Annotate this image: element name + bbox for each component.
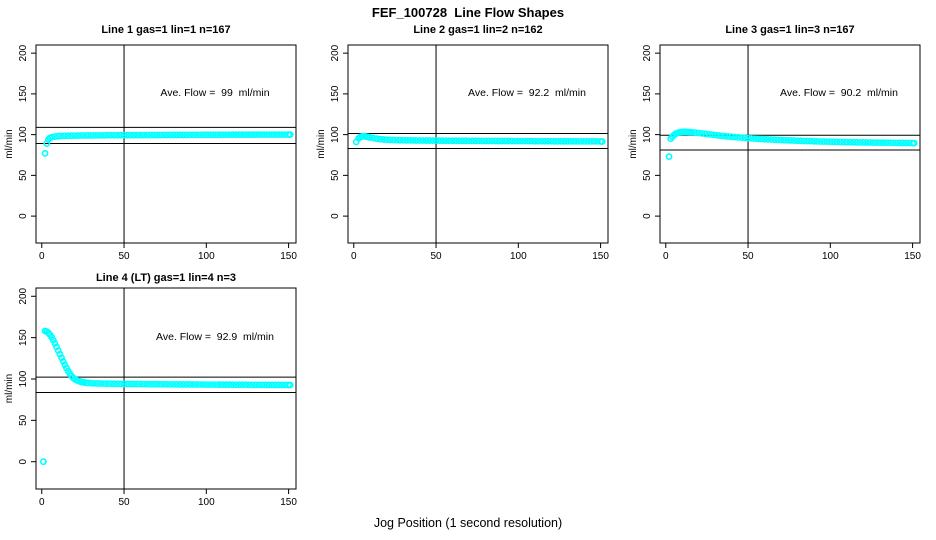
subplot-3-title: Line 3 gas=1 lin=3 n=167 xyxy=(725,24,855,36)
figure-title: FEF_100728 Line Flow Shapes xyxy=(371,5,565,20)
subplot-4-canvas: 0 50 100 150 0 50 100 150 200 ml/min xyxy=(4,287,297,508)
svg-text:100: 100 xyxy=(198,251,215,262)
svg-text:150: 150 xyxy=(330,85,341,102)
svg-text:200: 200 xyxy=(642,44,653,61)
svg-text:0: 0 xyxy=(663,251,669,262)
svg-text:ml/min: ml/min xyxy=(316,129,327,158)
subplot-3-annotation: Ave. Flow = 90.2 ml/min xyxy=(780,87,898,99)
subplot-4-annotation: Ave. Flow = 92.9 ml/min xyxy=(156,331,274,343)
svg-text:150: 150 xyxy=(18,85,29,102)
svg-text:0: 0 xyxy=(18,458,29,464)
svg-text:50: 50 xyxy=(18,414,29,426)
subplot-1-title: Line 1 gas=1 lin=1 n=167 xyxy=(101,24,231,36)
svg-text:150: 150 xyxy=(904,251,921,262)
svg-text:200: 200 xyxy=(330,44,341,61)
svg-text:50: 50 xyxy=(118,497,130,508)
svg-text:150: 150 xyxy=(18,329,29,346)
subplot-1-annotation: Ave. Flow = 99 ml/min xyxy=(160,87,270,99)
svg-text:200: 200 xyxy=(18,287,29,304)
svg-text:50: 50 xyxy=(642,169,653,181)
svg-text:0: 0 xyxy=(351,251,357,262)
svg-text:0: 0 xyxy=(39,497,45,508)
svg-text:ml/min: ml/min xyxy=(4,374,15,403)
svg-text:0: 0 xyxy=(330,213,341,219)
svg-text:100: 100 xyxy=(18,126,29,143)
svg-text:50: 50 xyxy=(118,251,130,262)
svg-text:ml/min: ml/min xyxy=(4,129,15,158)
svg-text:150: 150 xyxy=(280,497,297,508)
svg-text:50: 50 xyxy=(330,169,341,181)
svg-text:0: 0 xyxy=(39,251,45,262)
svg-text:0: 0 xyxy=(642,213,653,219)
svg-text:100: 100 xyxy=(642,126,653,143)
x-axis-label: Jog Position (1 second resolution) xyxy=(373,516,563,530)
svg-text:50: 50 xyxy=(430,251,442,262)
svg-text:100: 100 xyxy=(18,370,29,387)
subplot-2-annotation: Ave. Flow = 92.2 ml/min xyxy=(468,87,586,99)
svg-text:ml/min: ml/min xyxy=(628,129,639,158)
subplot-4-title: Line 4 (LT) gas=1 lin=4 n=3 xyxy=(95,272,237,284)
svg-text:150: 150 xyxy=(642,85,653,102)
svg-text:0: 0 xyxy=(18,213,29,219)
svg-text:150: 150 xyxy=(280,251,297,262)
subplot-1-canvas: 0 50 100 150 0 50 100 150 200 ml/min xyxy=(4,44,297,262)
subplot-2-title: Line 2 gas=1 lin=2 n=162 xyxy=(413,24,543,36)
svg-text:200: 200 xyxy=(18,44,29,61)
svg-text:100: 100 xyxy=(330,126,341,143)
svg-text:150: 150 xyxy=(592,251,609,262)
subplot-3-canvas: 0 50 100 150 0 50 100 150 200 ml/min xyxy=(628,44,921,262)
svg-text:100: 100 xyxy=(510,251,527,262)
svg-text:100: 100 xyxy=(822,251,839,262)
svg-text:50: 50 xyxy=(18,169,29,181)
subplot-2-canvas: 0 50 100 150 0 50 100 150 200 ml/min xyxy=(316,44,609,262)
svg-text:100: 100 xyxy=(198,497,215,508)
svg-text:50: 50 xyxy=(742,251,754,262)
